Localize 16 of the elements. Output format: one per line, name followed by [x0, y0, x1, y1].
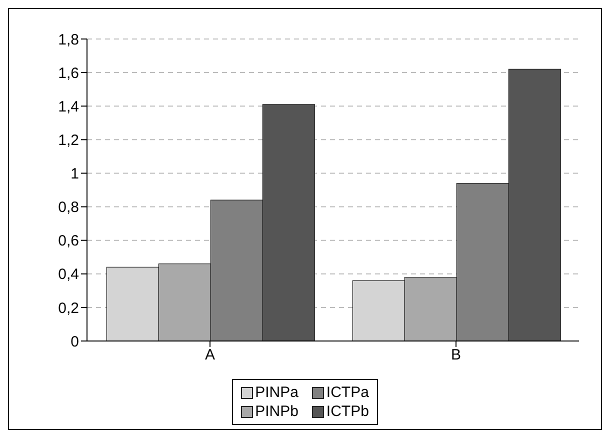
y-tick-label: 0,8 [58, 199, 79, 216]
y-tick-label: 1,4 [58, 98, 79, 116]
y-tick-label: 1,6 [58, 64, 79, 82]
y-tick-label: 1,8 [58, 31, 79, 48]
y-tick-label: 1,2 [58, 132, 79, 149]
y-tick-label: 0,6 [58, 232, 79, 250]
y-tick-label: 0 [70, 333, 79, 350]
legend-label: PINPb [255, 403, 298, 420]
x-tick-label: A [204, 346, 216, 364]
y-tick-label: 1 [70, 166, 79, 183]
y-tick-label: 0,2 [58, 300, 79, 317]
legend-label: ICTPa [326, 384, 369, 401]
x-tick-label: B [450, 346, 462, 364]
y-tick-label: 0,4 [58, 266, 79, 284]
legend-label: ICTPb [326, 403, 369, 420]
legend-label: PINPa [255, 384, 298, 401]
